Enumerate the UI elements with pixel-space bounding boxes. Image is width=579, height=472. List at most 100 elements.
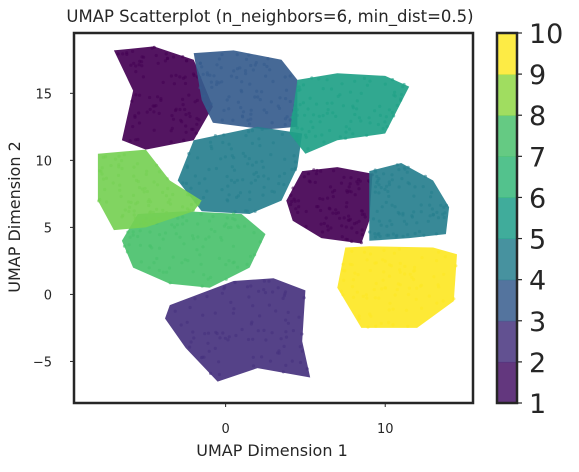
scatter-point bbox=[227, 335, 231, 339]
scatter-point bbox=[394, 234, 398, 238]
scatter-point bbox=[341, 262, 345, 266]
scatter-point bbox=[375, 209, 379, 213]
scatter-point bbox=[154, 53, 158, 58]
scatter-point bbox=[222, 108, 226, 112]
scatter-point bbox=[408, 272, 412, 276]
scatter-point bbox=[206, 331, 211, 335]
plot-frame bbox=[72, 31, 475, 405]
scatter-point bbox=[209, 275, 213, 279]
scatter-point bbox=[140, 64, 144, 68]
scatter-point bbox=[118, 183, 122, 187]
scatter-point bbox=[334, 114, 338, 118]
scatter-point bbox=[197, 201, 201, 205]
scatter-point bbox=[405, 222, 409, 226]
y-tick-label: 5 bbox=[44, 221, 52, 236]
scatter-point bbox=[231, 311, 235, 315]
scatter-point bbox=[224, 277, 228, 281]
scatter-point bbox=[279, 337, 283, 341]
colorbar-segment bbox=[497, 320, 517, 363]
scatter-point bbox=[127, 243, 131, 247]
colorbar-tick-label: 4 bbox=[529, 266, 546, 297]
scatter-point bbox=[428, 203, 432, 207]
scatter-point bbox=[221, 140, 225, 145]
scatter-point bbox=[116, 173, 121, 177]
scatter-point bbox=[226, 226, 230, 230]
scatter-point bbox=[154, 104, 158, 108]
scatter-point bbox=[243, 154, 247, 158]
scatter-point bbox=[147, 203, 151, 208]
scatter-point bbox=[325, 78, 329, 82]
scatter-point bbox=[406, 233, 410, 237]
y-tick-label: 0 bbox=[44, 288, 52, 303]
scatter-point bbox=[355, 290, 359, 294]
scatter-point bbox=[371, 217, 376, 221]
scatter-point bbox=[350, 239, 354, 243]
scatter-point bbox=[250, 129, 254, 133]
scatter-point bbox=[291, 186, 295, 190]
scatter-point bbox=[131, 233, 135, 237]
scatter-point bbox=[428, 214, 432, 218]
scatter-point bbox=[390, 203, 394, 207]
scatter-point bbox=[201, 245, 205, 249]
scatter-point bbox=[193, 297, 197, 301]
scatter-point bbox=[148, 95, 152, 100]
scatter-point bbox=[391, 323, 395, 327]
scatter-point bbox=[239, 88, 243, 92]
scatter-point bbox=[143, 186, 147, 190]
scatter-point bbox=[249, 108, 253, 112]
scatter-point bbox=[345, 190, 349, 194]
scatter-point bbox=[313, 180, 317, 184]
scatter-point bbox=[183, 258, 187, 262]
scatter-point bbox=[258, 240, 262, 244]
scatter-point bbox=[229, 147, 233, 151]
scatter-point bbox=[357, 317, 361, 321]
scatter-point bbox=[311, 113, 316, 117]
scatter-point bbox=[239, 106, 243, 110]
scatter-point bbox=[317, 77, 321, 81]
scatter-point bbox=[388, 219, 392, 223]
scatter-point bbox=[332, 169, 336, 173]
scatter-point bbox=[189, 203, 194, 207]
scatter-point bbox=[194, 131, 198, 135]
scatter-point bbox=[148, 107, 152, 111]
scatter-point bbox=[334, 208, 338, 212]
scatter-point bbox=[380, 205, 384, 209]
scatter-point bbox=[341, 104, 345, 108]
scatter-point bbox=[235, 195, 239, 199]
scatter-point bbox=[223, 155, 227, 159]
scatter-point bbox=[249, 284, 253, 288]
scatter-point bbox=[253, 178, 257, 182]
scatter-point bbox=[386, 189, 390, 194]
scatter-point bbox=[283, 290, 288, 294]
scatter-point bbox=[132, 61, 136, 65]
scatter-point bbox=[256, 95, 260, 99]
scatter-point bbox=[225, 216, 229, 220]
scatter-point bbox=[351, 106, 355, 110]
scatter-point bbox=[171, 117, 176, 121]
scatter-point bbox=[193, 174, 197, 178]
scatter-point bbox=[329, 226, 333, 230]
scatter-point bbox=[174, 73, 178, 77]
scatter-point bbox=[219, 157, 223, 161]
scatter-point bbox=[344, 125, 348, 129]
scatter-point bbox=[393, 94, 397, 98]
scatter-point bbox=[199, 262, 203, 266]
scatter-point bbox=[248, 82, 252, 86]
scatter-point bbox=[383, 286, 387, 290]
scatter-point bbox=[145, 189, 149, 194]
scatter-point bbox=[284, 363, 288, 367]
scatter-point bbox=[192, 73, 196, 78]
scatter-point bbox=[355, 107, 359, 111]
scatter-point bbox=[325, 111, 329, 115]
scatter-point bbox=[306, 172, 311, 176]
scatter-point bbox=[381, 127, 385, 131]
scatter-point bbox=[309, 120, 313, 124]
scatter-point bbox=[366, 325, 370, 329]
scatter-point bbox=[204, 237, 208, 241]
scatter-point bbox=[254, 61, 258, 65]
scatter-point bbox=[248, 122, 252, 126]
scatter-point bbox=[339, 289, 344, 293]
scatter-point bbox=[240, 80, 244, 84]
scatter-point bbox=[241, 151, 245, 155]
scatter-point bbox=[387, 308, 391, 312]
